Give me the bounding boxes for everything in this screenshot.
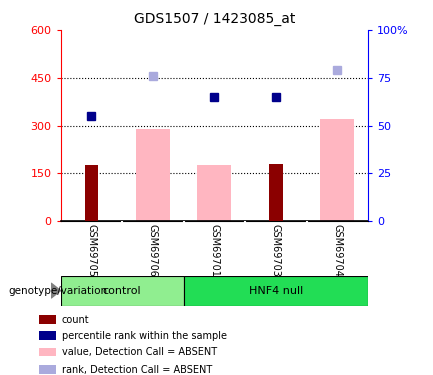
Text: GSM69705: GSM69705 [86,224,97,277]
Text: GSM69701: GSM69701 [209,224,220,277]
Bar [39,332,56,340]
Bar [136,129,170,221]
Bar [39,365,56,374]
Text: GSM69706: GSM69706 [148,224,158,277]
Text: GSM69704: GSM69704 [332,224,343,277]
Text: genotype/variation: genotype/variation [9,286,108,296]
Bar [269,164,283,221]
Bar [61,276,184,306]
Bar [39,348,56,356]
Text: count: count [62,315,90,325]
Polygon shape [51,283,61,298]
Text: HNF4 null: HNF4 null [249,286,303,296]
Bar [184,276,368,306]
Bar [320,119,354,221]
Bar [197,165,231,221]
Bar [39,315,56,324]
Bar [84,165,98,221]
Text: rank, Detection Call = ABSENT: rank, Detection Call = ABSENT [62,364,212,375]
Text: GSM69703: GSM69703 [271,224,281,277]
Text: percentile rank within the sample: percentile rank within the sample [62,331,227,341]
Text: control: control [103,286,142,296]
Text: value, Detection Call = ABSENT: value, Detection Call = ABSENT [62,347,217,357]
Title: GDS1507 / 1423085_at: GDS1507 / 1423085_at [134,12,295,26]
